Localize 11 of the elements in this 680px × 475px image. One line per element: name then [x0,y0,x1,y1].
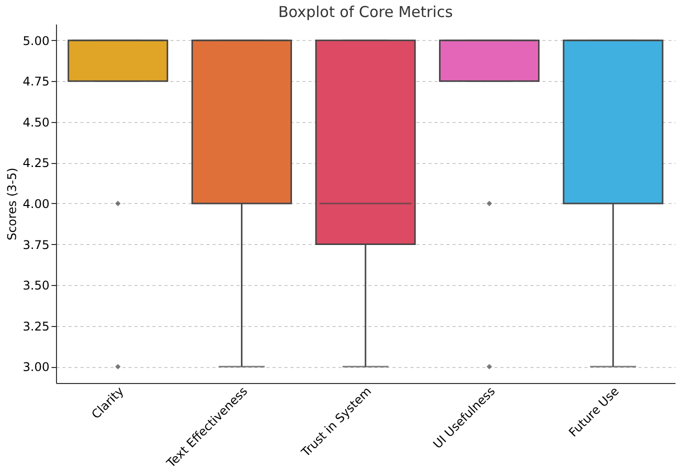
chart-title: Boxplot of Core Metrics [278,3,453,21]
y-tick-label: 3.75 [22,238,50,252]
y-tick-label: 4.00 [22,197,50,211]
y-tick-label: 5.00 [22,34,50,48]
y-axis-title: Scores (3-5) [4,168,19,240]
y-tick-label: 4.25 [22,156,50,170]
y-tick-label: 3.00 [22,360,50,374]
y-tick-label: 4.50 [22,115,50,130]
y-tick-label: 3.50 [22,278,50,293]
y-tick-label: 3.25 [22,319,50,334]
y-tick-label: 4.75 [22,74,50,89]
